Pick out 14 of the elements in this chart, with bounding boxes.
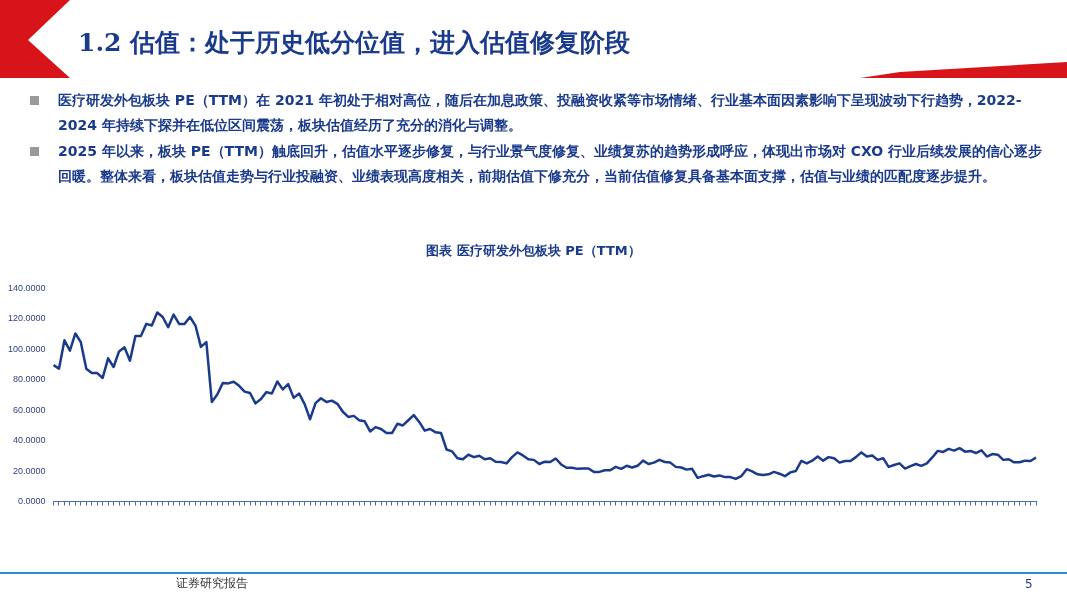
chart-subtitle: 图表 医疗研发外包板块 PE（TTM） bbox=[425, 242, 642, 260]
text: 2025 年以来，板块 PE（TTM）触底回升，估值水平逐步修复，与行业景气度修复、业绩复苏的趋势形成呼应，体现出市场对 CXO 行业后续发展的信心逐步回暖。整体来看，板块估值走势与行业投融资、业绩表现高度相关，前期估值下修充分，当前估值修复具备基本面支撑，估值与业绩的匹配度逐步提升。 bbox=[58, 142, 1043, 186]
text: 证券研究报告 bbox=[176, 575, 248, 592]
text: 5 bbox=[1025, 577, 1033, 591]
y-tick-label: 60.0000 bbox=[12, 404, 46, 415]
y-tick-label: 140.0000 bbox=[7, 282, 46, 293]
y-tick-label: 0.0000 bbox=[18, 496, 46, 507]
y-tick-label: 120.0000 bbox=[7, 313, 46, 324]
chart-title: 1.2 估值：处于历史低分位值，进入估值修复阶段 bbox=[78, 27, 631, 59]
y-tick-label: 100.0000 bbox=[7, 343, 46, 354]
y-tick-label: 20.0000 bbox=[12, 465, 46, 476]
y-tick-label: 40.0000 bbox=[12, 435, 46, 446]
text: 医疗研发外包板块 PE（TTM）在 2021 年初处于相对高位，随后在加息政策、投融资收紧等市场情绪、行业基本面因素影响下呈现波动下行趋势，2022-2024 年持续下探并在低位区间震荡，板块估值经历了充分的消化与调整。 bbox=[58, 91, 1023, 135]
y-tick-label: 80.0000 bbox=[12, 374, 46, 385]
